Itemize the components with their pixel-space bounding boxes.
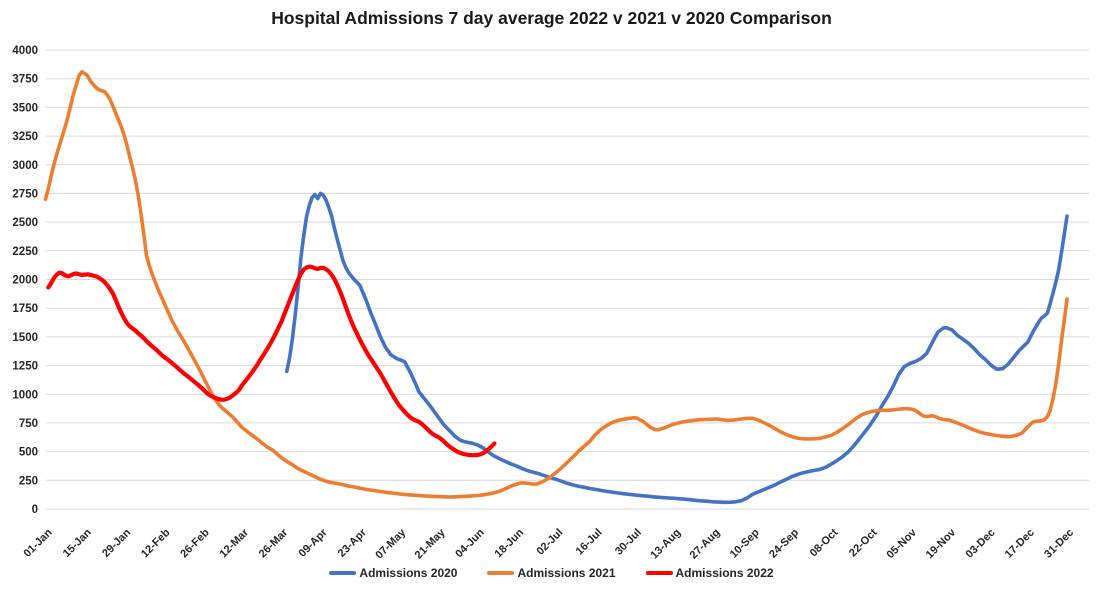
x-tick-label-16-Jul: 16-Jul bbox=[574, 527, 605, 558]
y-tick-label-1750: 1750 bbox=[12, 303, 38, 315]
legend-line-swatch bbox=[329, 571, 357, 575]
legend-label: Admissions 2022 bbox=[675, 566, 774, 580]
x-tick-label-13-Aug: 13-Aug bbox=[648, 527, 683, 562]
y-tick-label-3500: 3500 bbox=[12, 102, 38, 114]
x-tick-label-18-Jun: 18-Jun bbox=[493, 526, 527, 560]
x-tick-label-29-Jan: 29-Jan bbox=[100, 526, 133, 559]
y-tick-label-4000: 4000 bbox=[12, 45, 38, 57]
legend-item-admissions-2021: Admissions 2021 bbox=[487, 566, 616, 580]
x-tick-label-12-Mar: 12-Mar bbox=[217, 526, 251, 560]
y-tick-label-2750: 2750 bbox=[12, 188, 38, 200]
x-tick-label-01-Jan: 01-Jan bbox=[21, 526, 54, 559]
series-line-admissions-2022 bbox=[46, 264, 497, 458]
x-tick-label-02-Jul: 02-Jul bbox=[534, 527, 565, 558]
y-tick-label-750: 750 bbox=[19, 418, 38, 430]
legend-label: Admissions 2021 bbox=[517, 566, 616, 580]
x-tick-label-15-Jan: 15-Jan bbox=[61, 526, 94, 559]
legend-line-swatch bbox=[487, 571, 515, 575]
y-tick-label-2500: 2500 bbox=[12, 217, 38, 229]
series-line-admissions-2021 bbox=[43, 70, 1069, 499]
y-tick-label-3000: 3000 bbox=[12, 160, 38, 172]
x-tick-label-31-Dec: 31-Dec bbox=[1042, 527, 1076, 561]
y-tick-label-500: 500 bbox=[19, 447, 38, 459]
x-tick-label-12-Feb: 12-Feb bbox=[139, 526, 173, 560]
x-tick-label-22-Oct: 22-Oct bbox=[847, 526, 880, 559]
x-tick-label-07-May: 07-May bbox=[373, 526, 408, 561]
legend-item-admissions-2020: Admissions 2020 bbox=[329, 566, 457, 580]
gridlines bbox=[46, 49, 1089, 510]
x-tick-label-10-Sep: 10-Sep bbox=[728, 526, 762, 560]
y-axis-labels: 0 250 500 750 1000 1250 1500 1750 2000 2250 2500 27… bbox=[12, 45, 38, 516]
x-tick-label-23-Apr: 23-Apr bbox=[336, 526, 370, 560]
y-tick-label-1250: 1250 bbox=[12, 361, 38, 373]
series-line-admissions-2020 bbox=[284, 191, 1069, 505]
series-lines bbox=[43, 70, 1069, 505]
x-tick-label-19-Nov: 19-Nov bbox=[924, 526, 959, 561]
x-tick-label-17-Dec: 17-Dec bbox=[1003, 527, 1037, 561]
y-tick-label-2250: 2250 bbox=[12, 246, 38, 258]
y-tick-label-3750: 3750 bbox=[12, 74, 38, 86]
y-tick-label-0: 0 bbox=[32, 504, 38, 516]
chart-title: Hospital Admissions 7 day average 2022 v… bbox=[271, 8, 832, 28]
x-tick-label-26-Feb: 26-Feb bbox=[178, 526, 212, 560]
y-tick-label-1000: 1000 bbox=[12, 389, 38, 401]
legend-label: Admissions 2020 bbox=[359, 566, 458, 580]
x-tick-label-26-Mar: 26-Mar bbox=[257, 526, 291, 560]
y-tick-label-2000: 2000 bbox=[12, 275, 38, 287]
legend-item-admissions-2022: Admissions 2022 bbox=[645, 566, 774, 580]
chart-legend: Admissions 2020 Admissions 2021 Admissions… bbox=[0, 566, 1103, 580]
x-tick-label-27-Aug: 27-Aug bbox=[688, 527, 723, 562]
x-tick-label-04-Jun: 04-Jun bbox=[453, 526, 487, 560]
x-tick-label-03-Dec: 03-Dec bbox=[964, 527, 998, 561]
y-tick-label-1500: 1500 bbox=[12, 332, 38, 344]
x-tick-label-24-Sep: 24-Sep bbox=[767, 526, 801, 560]
x-tick-label-05-Nov: 05-Nov bbox=[884, 526, 919, 561]
x-tick-label-08-Oct: 08-Oct bbox=[808, 526, 841, 559]
x-tick-label-30-Jul: 30-Jul bbox=[613, 527, 644, 558]
x-tick-label-09-Apr: 09-Apr bbox=[296, 526, 330, 560]
x-tick-label-21-May: 21-May bbox=[413, 526, 448, 561]
legend-line-swatch bbox=[645, 571, 673, 575]
y-tick-label-3250: 3250 bbox=[12, 131, 38, 143]
x-axis-labels: 01-Jan 15-Jan 29-Jan 12-Feb 26-Feb 12-Mar 26-M… bbox=[21, 526, 1076, 561]
y-tick-label-250: 250 bbox=[19, 475, 38, 487]
